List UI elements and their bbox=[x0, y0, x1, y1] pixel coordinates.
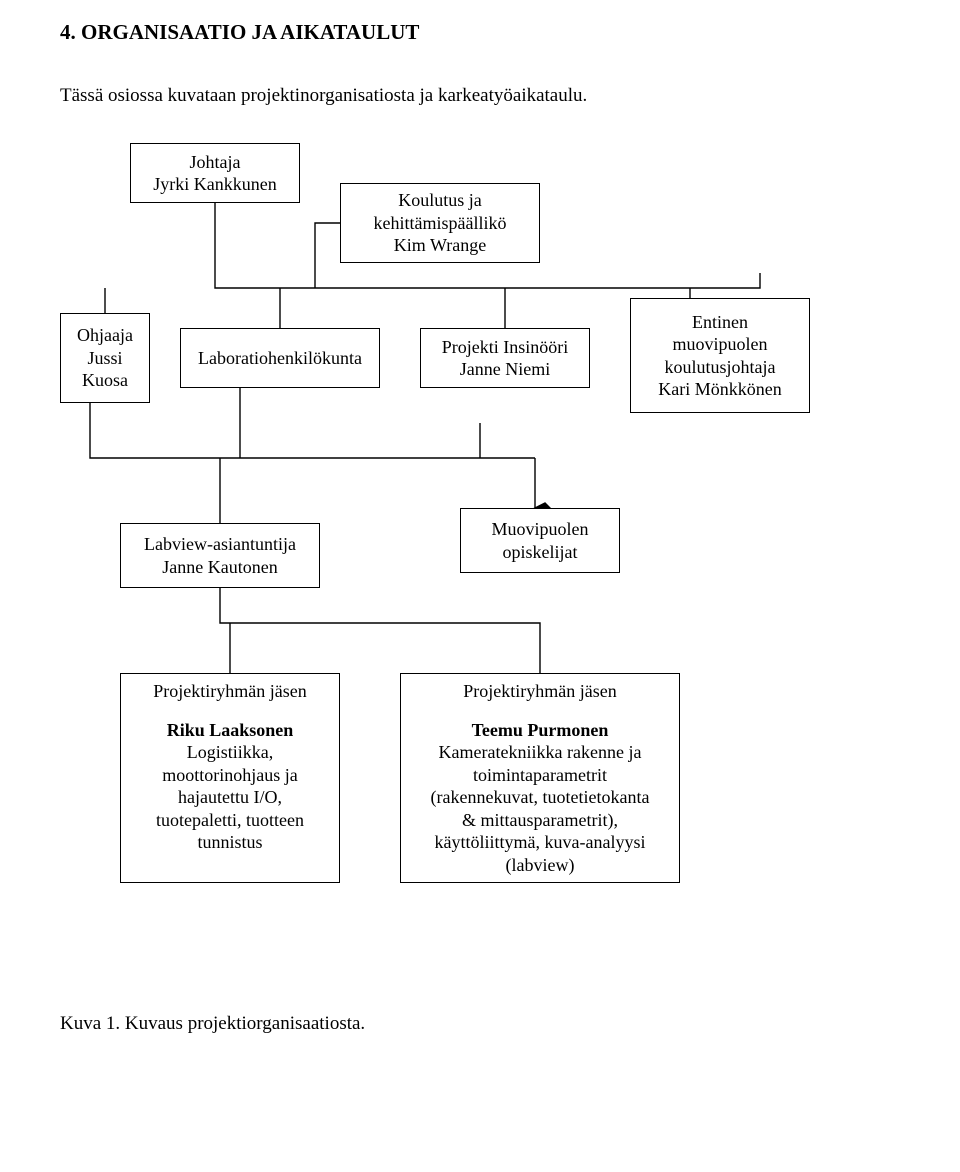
box-line: Kameratekniikka rakenne ja bbox=[439, 741, 642, 764]
box-line-bold: Teemu Purmonen bbox=[472, 719, 609, 742]
figure-caption: Kuva 1. Kuvaus projektiorganisaatiosta. bbox=[60, 1013, 900, 1035]
box-muovipuolen: Muovipuolen opiskelijat bbox=[460, 508, 620, 573]
box-line: tunnistus bbox=[197, 831, 262, 854]
box-line: Ohjaaja bbox=[77, 324, 133, 347]
box-line: Janne Niemi bbox=[460, 358, 550, 381]
box-line: Janne Kautonen bbox=[162, 556, 277, 579]
box-line: Labview-asiantuntija bbox=[144, 533, 296, 556]
box-labview: Labview-asiantuntija Janne Kautonen bbox=[120, 523, 320, 588]
box-line: (labview) bbox=[506, 854, 575, 877]
box-johtaja: Johtaja Jyrki Kankkunen bbox=[130, 143, 300, 203]
box-line: käyttöliittymä, kuva-analyysi bbox=[435, 831, 646, 854]
box-line: Koulutus ja bbox=[398, 189, 482, 212]
org-chart: Johtaja Jyrki Kankkunen Koulutus ja kehi… bbox=[60, 143, 900, 963]
box-line: Jussi bbox=[87, 347, 122, 370]
box-line: koulutusjohtaja bbox=[665, 356, 776, 379]
box-line: Johtaja bbox=[190, 151, 241, 174]
box-line: opiskelijat bbox=[503, 541, 578, 564]
box-line: Projektiryhmän jäsen bbox=[463, 680, 616, 703]
box-line: (rakennekuvat, tuotetietokanta bbox=[431, 786, 650, 809]
box-koulutus: Koulutus ja kehittämispäällikö Kim Wrang… bbox=[340, 183, 540, 263]
intro-paragraph: Tässä osiossa kuvataan projektinorganisa… bbox=[60, 85, 900, 107]
section-heading: 4. ORGANISAATIO JA AIKATAULUT bbox=[60, 20, 900, 45]
box-member-teemu: Projektiryhmän jäsen Teemu Purmonen Kame… bbox=[400, 673, 680, 883]
box-line: Kari Mönkkönen bbox=[658, 378, 781, 401]
box-laboratio: Laboratiohenkilökunta bbox=[180, 328, 380, 388]
box-line: Kuosa bbox=[82, 369, 128, 392]
box-line-bold: Riku Laaksonen bbox=[167, 719, 294, 742]
box-line: toimintaparametrit bbox=[473, 764, 607, 787]
box-line: kehittämispäällikö bbox=[374, 212, 507, 235]
box-entinen: Entinen muovipuolen koulutusjohtaja Kari… bbox=[630, 298, 810, 413]
box-line: Jyrki Kankkunen bbox=[153, 173, 276, 196]
box-line: hajautettu I/O, bbox=[178, 786, 282, 809]
box-line: Laboratiohenkilökunta bbox=[198, 347, 362, 370]
page: 4. ORGANISAATIO JA AIKATAULUT Tässä osio… bbox=[0, 0, 960, 1172]
box-line: tuotepaletti, tuotteen bbox=[156, 809, 304, 832]
box-line: muovipuolen bbox=[673, 333, 768, 356]
box-line: Logistiikka, bbox=[187, 741, 274, 764]
box-line: Projektiryhmän jäsen bbox=[153, 680, 306, 703]
box-line: Entinen bbox=[692, 311, 748, 334]
box-line: moottorinohjaus ja bbox=[162, 764, 297, 787]
box-projekti-insinoori: Projekti Insinööri Janne Niemi bbox=[420, 328, 590, 388]
box-line: Muovipuolen bbox=[492, 518, 589, 541]
box-line: Projekti Insinööri bbox=[442, 336, 569, 359]
box-member-riku: Projektiryhmän jäsen Riku Laaksonen Logi… bbox=[120, 673, 340, 883]
box-ohjaaja: Ohjaaja Jussi Kuosa bbox=[60, 313, 150, 403]
box-line: & mittausparametrit), bbox=[462, 809, 618, 832]
box-line: Kim Wrange bbox=[394, 234, 486, 257]
